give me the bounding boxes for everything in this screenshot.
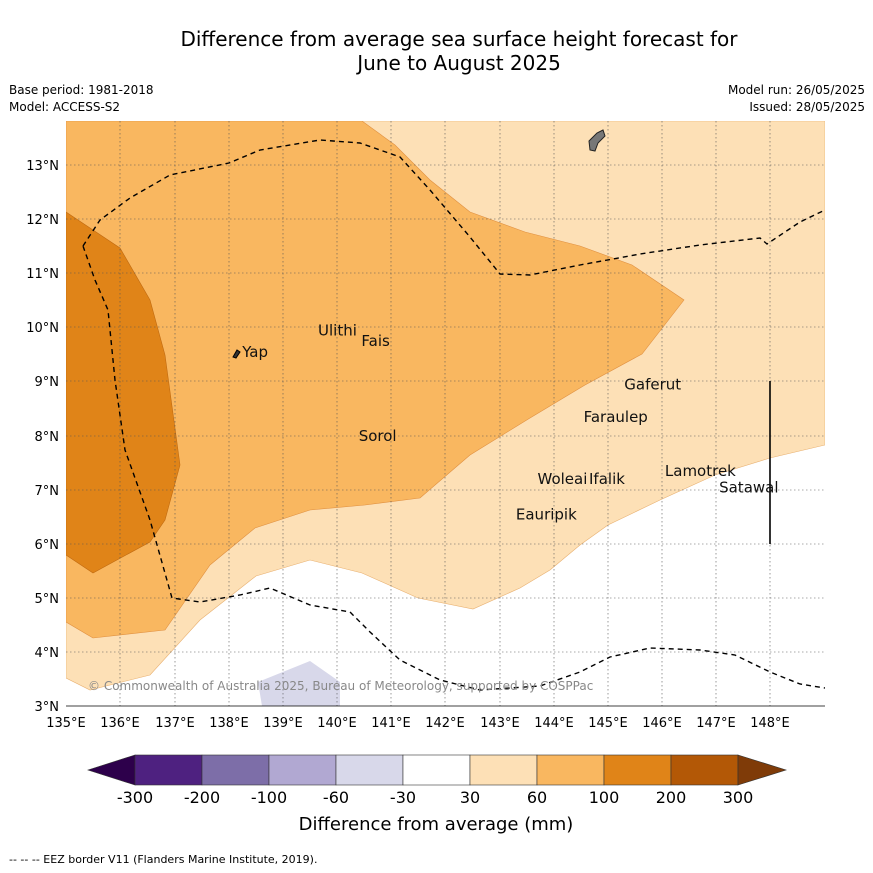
meta-left: Base period: 1981-2018 Model: ACCESS-S2 [9, 82, 154, 116]
place-label-faraulep: Faraulep [584, 408, 648, 426]
colorbar-label: 30 [460, 788, 480, 807]
lon-tick-label: 144°E [534, 716, 574, 731]
colorbar-cell [469, 754, 538, 786]
lat-tick-label: 9°N [35, 375, 60, 390]
yap-island [232, 349, 241, 359]
colorbar-cell [134, 754, 203, 786]
place-label-ifalik: Ifalik [589, 470, 625, 488]
lon-tick-label: 148°E [750, 716, 790, 731]
lon-tick-label: 147°E [696, 716, 736, 731]
lat-tick-label: 5°N [35, 592, 60, 607]
colorbar-cell [536, 754, 605, 786]
anomaly-region-100-200 [66, 211, 181, 574]
lon-tick-label: 145°E [588, 716, 628, 731]
colorbar-label: 60 [527, 788, 547, 807]
colorbar-label: -200 [184, 788, 220, 807]
lat-tick-label: 11°N [26, 267, 59, 282]
colorbar-label: 200 [656, 788, 687, 807]
eez-footnote: -- -- -- EEZ border V11 (Flanders Marine… [9, 853, 318, 866]
lat-tick-label: 6°N [35, 538, 60, 553]
guam-island [588, 129, 606, 152]
lat-tick-label: 8°N [35, 430, 60, 445]
lat-tick-label: 13°N [26, 159, 59, 174]
eez-border [82, 139, 825, 691]
colorbar-labels: -300 -200 -100 -60 -30 30 60 100 200 300 [117, 788, 753, 807]
colorbar-label: -60 [323, 788, 349, 807]
place-label-satawal: Satawal [719, 478, 778, 496]
colorbar-label: 300 [723, 788, 754, 807]
colorbar: -300 -200 -100 -60 -30 30 60 100 200 300… [87, 754, 788, 835]
lat-tick-label: 10°N [26, 321, 59, 336]
lat-tick-label: 4°N [35, 646, 60, 661]
anomaly-region-60-100 [66, 121, 685, 639]
colorbar-cell [670, 754, 739, 786]
lon-tick-label: 137°E [155, 716, 195, 731]
latitude-labels: 3°N 4°N 5°N 6°N 7°N 8°N 9°N 10°N 11°N 12… [26, 159, 59, 715]
lat-tick-label: 12°N [26, 213, 59, 228]
map-plot-area: © Commonwealth of Australia 2025, Bureau… [66, 121, 825, 706]
lon-tick-label: 136°E [100, 716, 140, 731]
colorbar-low-extension [87, 754, 136, 786]
colorbar-title: Difference from average (mm) [299, 814, 574, 835]
meta-right: Model run: 26/05/2025 Issued: 28/05/2025 [728, 82, 865, 116]
colorbar-high-extension [737, 754, 788, 786]
anomaly-region-neg [258, 661, 340, 706]
lat-tick-label: 7°N [35, 484, 60, 499]
lon-tick-label: 142°E [425, 716, 465, 731]
colorbar-label: -30 [390, 788, 416, 807]
place-label-yap: Yap [241, 343, 268, 361]
copyright-notice: © Commonwealth of Australia 2025, Bureau… [88, 679, 593, 693]
page-title: Difference from average sea surface heig… [0, 27, 873, 75]
model-run: Model run: 26/05/2025 [727, 83, 865, 97]
title-line-1: Difference from average sea surface heig… [180, 27, 738, 51]
lon-tick-label: 135°E [46, 716, 86, 731]
lon-tick-label: 146°E [642, 716, 682, 731]
colorbar-label: -300 [117, 788, 153, 807]
place-label-eauripik: Eauripik [516, 505, 577, 523]
place-label-sorol: Sorol [359, 427, 397, 445]
colorbar-cell [201, 754, 270, 786]
colorbar-cells [134, 754, 739, 786]
place-label-ulithi: Ulithi [318, 321, 357, 339]
colorbar-cell [268, 754, 337, 786]
lon-tick-label: 138°E [209, 716, 249, 731]
lon-tick-label: 139°E [263, 716, 303, 731]
model-name: Model: ACCESS-S2 [9, 100, 121, 114]
colorbar-label: 100 [589, 788, 620, 807]
base-period: Base period: 1981-2018 [9, 83, 154, 97]
issued-date: Issued: 28/05/2025 [749, 100, 865, 114]
place-label-lamotrek: Lamotrek [665, 462, 736, 480]
lon-tick-label: 141°E [371, 716, 411, 731]
place-label-woleai: Woleai [538, 470, 588, 488]
colorbar-cell [603, 754, 672, 786]
colorbar-cell [402, 754, 471, 786]
place-label-gaferut: Gaferut [624, 376, 681, 394]
colorbar-cell [335, 754, 404, 786]
colorbar-label: -100 [251, 788, 287, 807]
lon-tick-label: 140°E [317, 716, 357, 731]
longitude-labels: 135°E 136°E 137°E 138°E 139°E 140°E 141°… [46, 716, 790, 731]
place-label-fais: Fais [361, 332, 390, 350]
lon-tick-label: 143°E [480, 716, 520, 731]
title-line-2: June to August 2025 [357, 51, 561, 75]
lat-tick-label: 3°N [35, 700, 60, 715]
